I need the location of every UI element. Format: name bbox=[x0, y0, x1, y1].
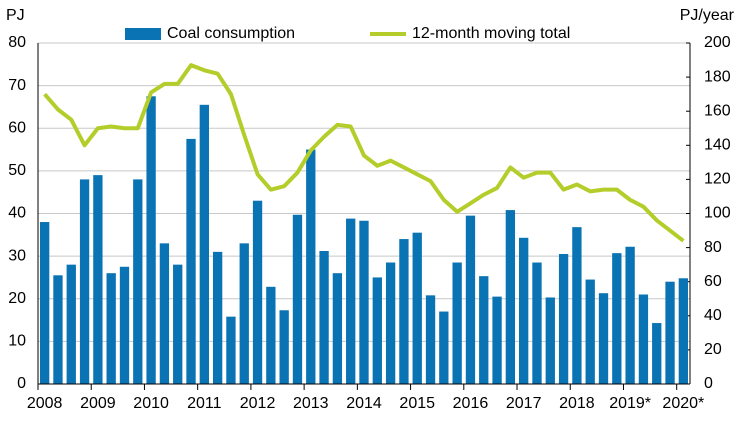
bar bbox=[319, 251, 329, 384]
bar bbox=[226, 316, 236, 384]
bar bbox=[465, 215, 476, 384]
y2-tick-label: 140 bbox=[704, 137, 731, 154]
legend-label: Coal consumption bbox=[167, 25, 295, 42]
bar bbox=[306, 149, 316, 384]
x-tick-label: 2011 bbox=[187, 395, 222, 412]
bar bbox=[385, 262, 396, 384]
bar bbox=[332, 273, 343, 384]
bar bbox=[572, 227, 582, 384]
bar bbox=[585, 279, 595, 384]
y-axis-label: PJ bbox=[6, 7, 25, 24]
x-tick-label: 2019* bbox=[609, 395, 651, 412]
bar bbox=[545, 297, 555, 384]
bar bbox=[133, 179, 143, 384]
bar bbox=[399, 239, 409, 384]
x-tick-label: 2012 bbox=[240, 395, 276, 412]
y2-tick-label: 20 bbox=[704, 341, 722, 358]
bar bbox=[292, 214, 303, 384]
y2-tick-label: 120 bbox=[704, 171, 731, 188]
bar bbox=[173, 264, 183, 384]
bar bbox=[452, 262, 462, 384]
x-tick-label: 2010 bbox=[133, 395, 169, 412]
bar bbox=[558, 253, 569, 384]
bar bbox=[346, 218, 356, 384]
bar bbox=[119, 266, 130, 384]
bar bbox=[39, 222, 50, 384]
bar bbox=[106, 273, 116, 384]
bar bbox=[199, 104, 209, 385]
bar bbox=[146, 96, 156, 384]
bar bbox=[519, 237, 529, 384]
bar bbox=[186, 138, 196, 384]
y-tick-label: 60 bbox=[8, 119, 26, 136]
y2-tick-label: 40 bbox=[704, 307, 722, 324]
x-tick-label: 2014 bbox=[346, 395, 382, 412]
y2-tick-label: 100 bbox=[704, 205, 731, 222]
y-tick-label: 30 bbox=[8, 247, 26, 264]
bar bbox=[412, 232, 422, 384]
bar bbox=[479, 276, 489, 384]
bar bbox=[505, 210, 516, 384]
y2-axis-label: PJ/year bbox=[680, 7, 735, 24]
bar bbox=[53, 275, 63, 384]
y2-tick-label: 180 bbox=[704, 68, 731, 85]
bar bbox=[425, 295, 436, 384]
bar bbox=[652, 323, 662, 384]
bar bbox=[279, 310, 289, 384]
x-tick-label: 2016 bbox=[453, 395, 489, 412]
bar bbox=[678, 278, 689, 384]
y2-tick-label: 80 bbox=[704, 239, 722, 256]
y-tick-label: 70 bbox=[8, 77, 26, 94]
legend-label: 12-month moving total bbox=[412, 25, 570, 42]
bar bbox=[598, 293, 609, 384]
bar bbox=[159, 243, 170, 384]
line bbox=[43, 63, 685, 243]
y2-tick-label: 0 bbox=[704, 375, 713, 392]
bar bbox=[79, 179, 90, 384]
x-tick-label: 2015 bbox=[399, 395, 435, 412]
bar bbox=[532, 262, 542, 384]
bar bbox=[625, 246, 635, 384]
bar bbox=[612, 253, 622, 384]
bar bbox=[252, 200, 263, 384]
y-tick-label: 10 bbox=[8, 333, 26, 350]
x-tick-label: 2020* bbox=[662, 395, 704, 412]
x-tick-label: 2008 bbox=[27, 395, 63, 412]
x-tick-label: 2009 bbox=[80, 395, 116, 412]
y-tick-label: 20 bbox=[8, 290, 26, 307]
bar bbox=[372, 277, 382, 384]
legend-swatch bbox=[125, 28, 161, 40]
y2-tick-label: 200 bbox=[704, 34, 731, 51]
bar bbox=[638, 294, 649, 384]
bar bbox=[439, 311, 449, 384]
bar bbox=[212, 251, 223, 384]
y2-tick-label: 60 bbox=[704, 273, 722, 290]
bar bbox=[359, 220, 369, 384]
x-tick-label: 2013 bbox=[293, 395, 329, 412]
y-tick-label: 80 bbox=[8, 34, 26, 51]
x-tick-label: 2018 bbox=[559, 395, 595, 412]
bar bbox=[66, 264, 76, 384]
bar bbox=[665, 281, 675, 384]
bar bbox=[239, 243, 249, 384]
y-tick-label: 0 bbox=[17, 375, 26, 392]
bar bbox=[492, 296, 502, 384]
bar bbox=[266, 286, 276, 384]
bar bbox=[93, 175, 103, 384]
y-tick-label: 40 bbox=[8, 205, 26, 222]
x-tick-label: 2017 bbox=[506, 395, 542, 412]
y2-tick-label: 160 bbox=[704, 102, 731, 119]
y-tick-label: 50 bbox=[8, 162, 26, 179]
